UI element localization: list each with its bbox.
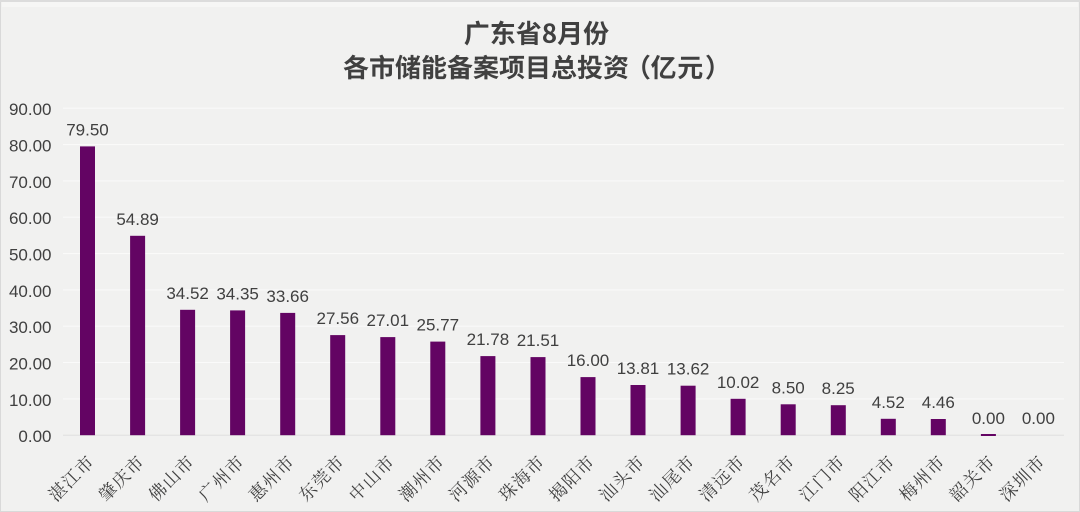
svg-text:60.00: 60.00: [9, 209, 52, 228]
svg-text:20.00: 20.00: [9, 355, 52, 374]
svg-text:70.00: 70.00: [9, 173, 52, 192]
svg-text:80.00: 80.00: [9, 137, 52, 156]
svg-text:34.52: 34.52: [166, 284, 209, 303]
svg-text:30.00: 30.00: [9, 318, 52, 337]
svg-text:27.01: 27.01: [367, 311, 410, 330]
svg-text:25.77: 25.77: [417, 316, 460, 335]
svg-text:10.02: 10.02: [717, 373, 760, 392]
svg-text:90.00: 90.00: [9, 100, 52, 119]
svg-text:34.35: 34.35: [216, 284, 259, 303]
svg-text:10.00: 10.00: [9, 391, 52, 410]
svg-text:0.00: 0.00: [972, 409, 1005, 428]
svg-text:13.81: 13.81: [617, 359, 660, 378]
svg-text:4.46: 4.46: [922, 393, 955, 412]
svg-text:8.50: 8.50: [772, 378, 805, 397]
svg-text:21.51: 21.51: [517, 331, 560, 350]
svg-text:0.00: 0.00: [1022, 409, 1055, 428]
svg-text:40.00: 40.00: [9, 282, 52, 301]
svg-text:27.56: 27.56: [317, 309, 360, 328]
svg-text:79.50: 79.50: [66, 120, 109, 139]
svg-text:33.66: 33.66: [266, 287, 309, 306]
svg-text:8.25: 8.25: [822, 379, 855, 398]
svg-text:21.78: 21.78: [467, 330, 510, 349]
svg-text:13.62: 13.62: [667, 360, 710, 379]
svg-text:4.52: 4.52: [872, 393, 905, 412]
svg-text:54.89: 54.89: [116, 210, 159, 229]
svg-text:16.00: 16.00: [567, 351, 610, 370]
svg-text:50.00: 50.00: [9, 246, 52, 265]
svg-text:0.00: 0.00: [18, 427, 51, 446]
